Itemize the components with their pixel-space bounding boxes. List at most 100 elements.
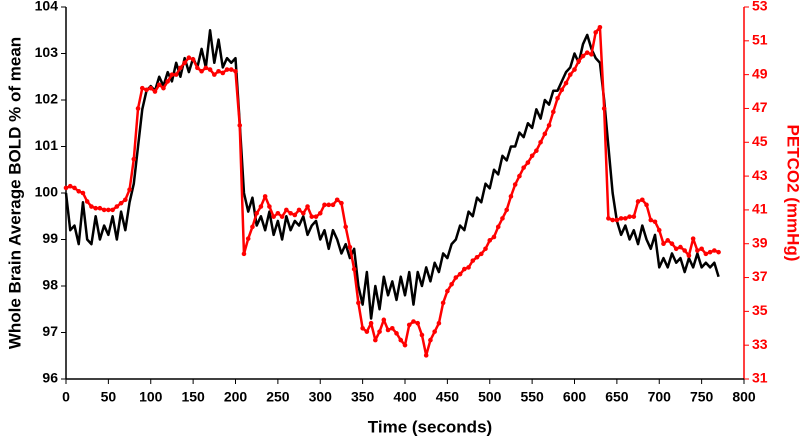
x-tick-label: 450 [436,389,460,405]
data-point [678,244,683,250]
data-point [292,212,298,218]
data-point [178,65,183,71]
data-point [381,317,387,323]
data-point [436,320,442,326]
data-point [101,207,107,213]
data-point [97,205,103,211]
data-point [551,109,556,115]
y-tick-label: 101 [35,137,59,153]
y2-tick-label: 31 [752,370,768,386]
y2-tick-label: 53 [752,0,768,14]
data-point [699,246,704,252]
data-point [254,210,259,216]
data-point [428,337,433,343]
data-point [406,322,412,328]
x-tick-label: 300 [309,389,333,405]
data-point [618,216,624,221]
data-point [275,210,281,216]
data-point [317,210,323,216]
data-point [474,254,480,260]
data-point [373,337,378,343]
data-point [648,217,654,223]
x-tick-label: 100 [139,389,163,405]
x-tick-label: 500 [478,389,502,405]
data-point [610,217,615,223]
data-point [131,156,137,162]
data-point [584,50,590,55]
data-point [63,185,69,191]
data-point [457,271,463,277]
data-point [500,216,505,221]
data-point [271,214,276,219]
data-point [415,320,421,326]
data-point [351,266,357,272]
y-tick-label: 104 [35,0,59,14]
data-point [466,265,471,270]
data-point [601,106,607,111]
data-point [525,160,531,165]
data-point [156,82,162,88]
x-tick-label: 150 [181,389,205,405]
data-point [309,214,315,219]
data-point [504,207,510,213]
data-point [707,249,713,255]
data-point [216,68,221,74]
data-point [89,204,94,209]
data-point [682,248,687,253]
data-point [347,244,353,250]
series-line [64,29,720,320]
data-point [356,300,361,306]
data-point [250,224,255,230]
data-point [84,199,90,204]
data-point [267,204,272,209]
data-point [652,219,658,225]
data-point [334,197,340,203]
data-point [389,325,395,331]
y2-tick-label: 41 [752,201,768,217]
data-point [161,85,166,91]
x-tick-label: 250 [266,389,290,405]
data-point [245,236,251,241]
data-point [521,165,526,170]
y2-tick-label: 35 [752,302,768,318]
data-point [360,325,365,331]
data-point [644,202,649,208]
data-point [669,241,675,247]
y2-tick-label: 45 [752,133,768,149]
data-point [555,96,560,101]
data-point [123,197,128,203]
data-point [478,251,484,257]
data-point [195,65,200,71]
data-point [432,329,437,334]
y2-tick-label: 51 [752,32,768,48]
x-tick-label: 550 [520,389,544,405]
data-point [567,72,573,77]
data-point [330,202,336,208]
data-point [135,106,141,111]
data-point [173,72,179,77]
data-point [182,60,187,66]
data-point [233,68,238,74]
data-point [656,227,662,233]
x-tick-label: 350 [351,389,375,405]
data-point [411,319,416,324]
data-point [220,70,226,76]
data-point [542,131,548,137]
y-axis-label: Whole Brain Average BOLD % of mean [5,37,24,349]
data-point [127,187,132,192]
data-point [449,282,454,287]
data-point [368,320,374,326]
x-tick-label: 800 [732,389,756,405]
data-point [343,224,348,230]
data-point [228,67,234,72]
data-point [212,72,217,77]
data-point [72,185,77,191]
data-point [262,194,268,199]
data-point [538,139,543,145]
data-point [445,288,450,294]
data-point [690,236,696,241]
y2-tick-label: 43 [752,167,768,183]
data-point [114,204,120,209]
data-point [186,55,192,61]
